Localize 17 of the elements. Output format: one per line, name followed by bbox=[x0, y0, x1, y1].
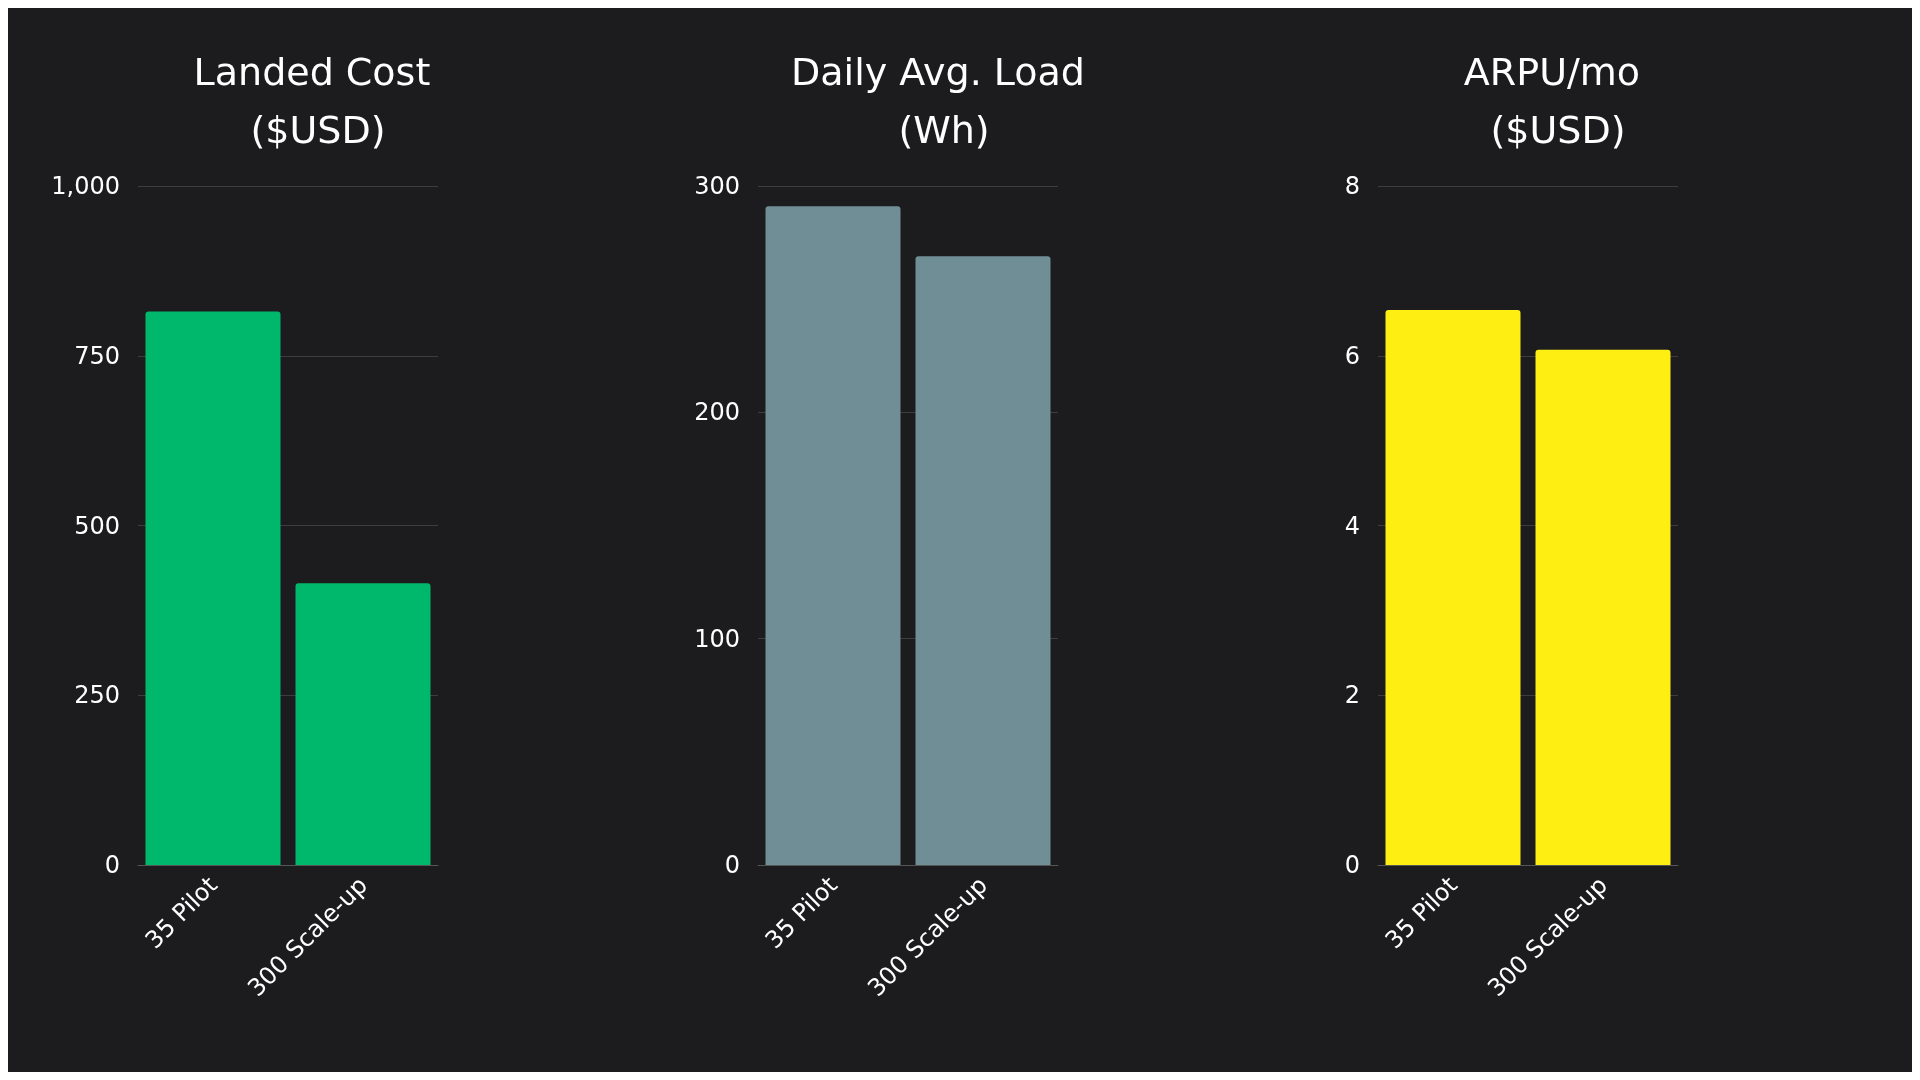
y-tick-label: 8 bbox=[1344, 172, 1360, 200]
y-tick-label: 6 bbox=[1344, 341, 1360, 370]
y-tick-label: 2 bbox=[1344, 681, 1360, 710]
y-tick-label: 0 bbox=[104, 851, 120, 879]
y-tick-label: 250 bbox=[74, 681, 120, 710]
y-tick-label: 0 bbox=[724, 851, 740, 879]
y-tick-label: 200 bbox=[694, 398, 740, 427]
y-tick-label: 1,000 bbox=[51, 172, 120, 200]
y-tick-label: 100 bbox=[694, 624, 740, 653]
chart-title: Landed Cost ($USD) bbox=[193, 50, 443, 152]
y-tick-label: 500 bbox=[74, 511, 120, 540]
y-tick-label: 4 bbox=[1344, 511, 1360, 540]
chart-title: ARPU/mo ($USD) bbox=[1463, 50, 1653, 152]
y-tick-label: 750 bbox=[74, 341, 120, 370]
y-tick-label: 300 bbox=[694, 172, 740, 200]
chart-title: Daily Avg. Load (Wh) bbox=[791, 50, 1085, 152]
y-tick-label: 0 bbox=[1344, 851, 1360, 879]
